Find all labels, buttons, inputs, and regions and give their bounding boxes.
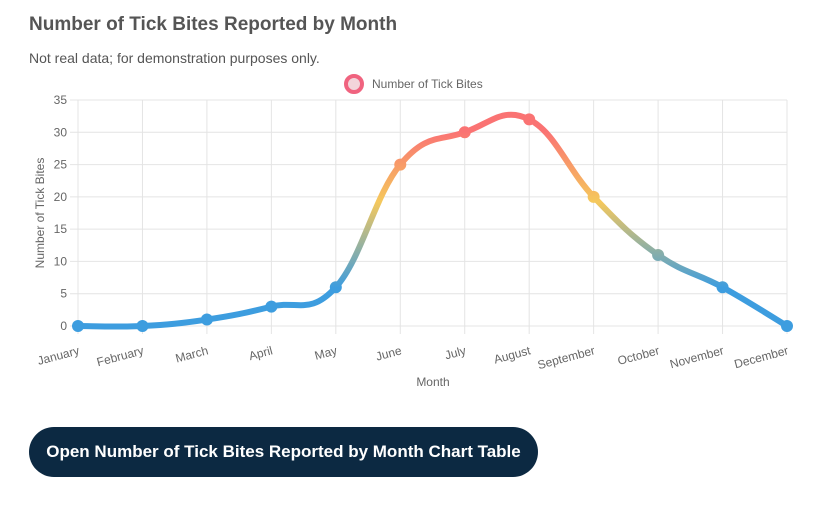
open-table-button[interactable]: Open Number of Tick Bites Reported by Mo…: [29, 427, 538, 477]
y-tick-label: 0: [60, 319, 67, 333]
x-tick-label: April: [247, 343, 274, 363]
y-tick-label: 35: [54, 93, 68, 107]
legend-marker: [344, 74, 364, 94]
x-axis-title: Month: [416, 375, 449, 389]
x-tick-label: July: [443, 343, 467, 362]
x-tick-label: January: [36, 343, 81, 368]
chart-subtitle: Not real data; for demonstration purpose…: [29, 50, 320, 66]
y-tick-label: 30: [54, 125, 68, 139]
data-point: [329, 281, 342, 294]
data-point: [716, 281, 729, 294]
y-tick-label: 5: [60, 287, 67, 301]
data-point: [72, 320, 84, 332]
data-point: [136, 320, 149, 332]
data-point: [652, 248, 665, 261]
y-tick-label: 20: [54, 190, 68, 204]
data-point: [781, 320, 793, 332]
chart: Number of Tick Bites Reported by Month N…: [29, 14, 793, 389]
data-point: [458, 126, 471, 139]
x-tick-label: September: [536, 343, 596, 372]
x-tick-label: May: [313, 343, 339, 362]
y-tick-label: 15: [54, 222, 68, 236]
data-point: [265, 300, 278, 313]
data-point: [200, 313, 213, 326]
data-point: [587, 190, 600, 203]
x-tick-label: June: [374, 343, 403, 363]
x-tick-label: December: [733, 343, 790, 371]
data-point: [394, 158, 407, 171]
y-tick-label: 25: [54, 158, 68, 172]
x-tick-label: November: [668, 343, 725, 371]
data-line: [75, 111, 790, 330]
x-tick-label: February: [95, 343, 145, 369]
x-tick-label: August: [492, 343, 532, 366]
y-axis-title: Number of Tick Bites: [33, 158, 47, 269]
data-point: [523, 113, 536, 126]
legend-label: Number of Tick Bites: [372, 77, 483, 91]
y-tick-label: 10: [54, 254, 68, 268]
x-tick-label: October: [616, 343, 661, 368]
x-tick-label: March: [174, 343, 210, 365]
chart-title: Number of Tick Bites Reported by Month: [29, 14, 397, 35]
